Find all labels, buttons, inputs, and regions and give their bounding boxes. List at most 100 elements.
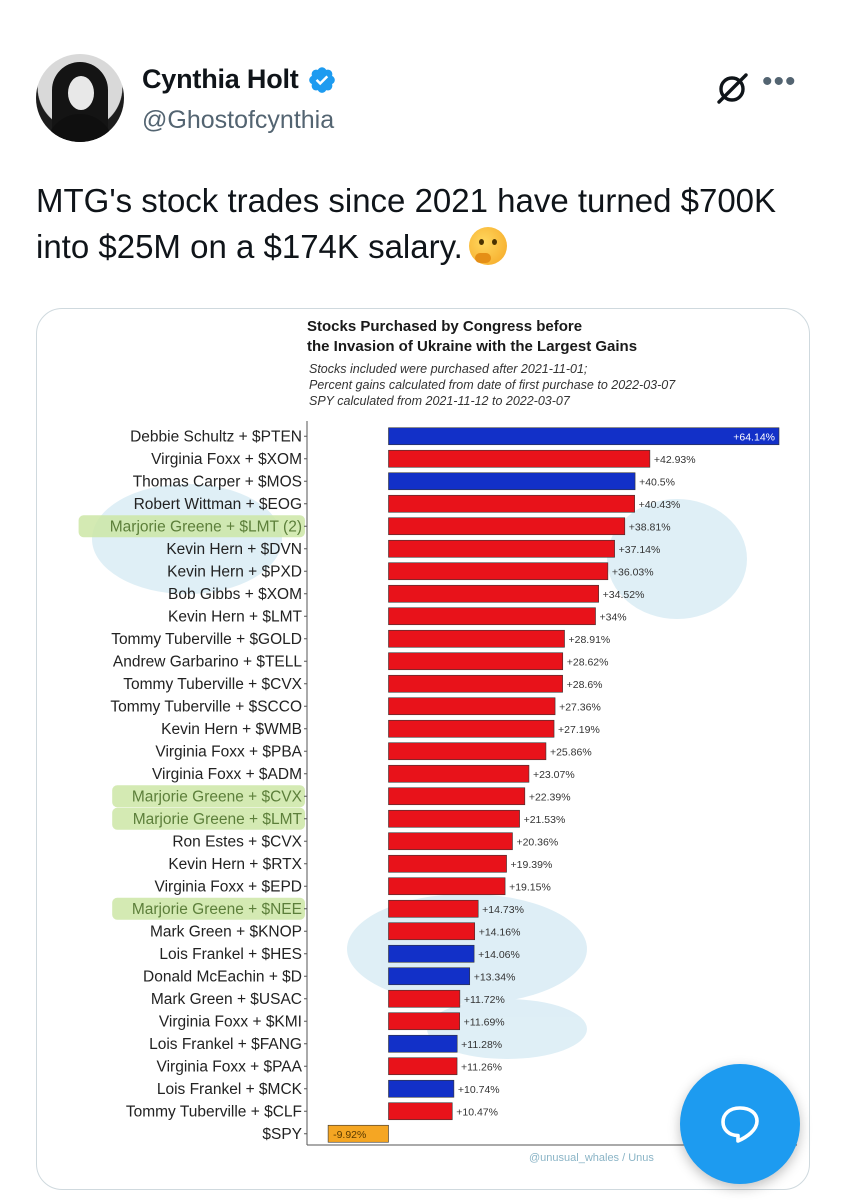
bar-value-label: +22.39% <box>529 791 571 803</box>
author-name-row[interactable]: Cynthia Holt <box>142 64 337 95</box>
bar-value-label: +21.53% <box>524 814 566 826</box>
author-handle[interactable]: @Ghostofcynthia <box>142 106 335 134</box>
bar <box>388 1057 458 1076</box>
tweet-text: MTG's stock trades since 2021 have turne… <box>36 178 816 270</box>
grok-icon[interactable] <box>712 68 752 108</box>
highlight-marker <box>112 897 305 920</box>
bar-value-label: +34% <box>600 611 627 623</box>
bar-row: Debbie Schultz + $PTEN +64.14% <box>130 427 780 445</box>
bar <box>388 854 507 873</box>
chart-credit: @unusual_whales / Unus <box>529 1152 654 1164</box>
bar-value-label: +27.36% <box>559 701 601 713</box>
bar <box>388 697 556 716</box>
bar-chart: Debbie Schultz + $PTEN +64.14% Virginia Fo… <box>78 421 797 1146</box>
tweet-header: Cynthia Holt @Ghostofcynthia ••• <box>36 54 816 154</box>
bar-row: Mark Green + $KNOP +14.16% <box>150 922 521 941</box>
bar-label: Bob Gibbs + $XOM <box>168 586 302 603</box>
bar-label: Kevin Hern + $LMT <box>168 608 302 625</box>
bar-value-label: +28.6% <box>567 679 603 691</box>
bar <box>327 1124 389 1143</box>
bar-value-label: +14.73% <box>482 904 524 916</box>
bar-row: Donald McEachin + $D +13.34% <box>143 967 516 986</box>
bar-row: Marjorie Greene + $LMT +21.53% <box>112 807 566 830</box>
bar <box>388 472 636 491</box>
bar-value-label: +11.28% <box>461 1039 502 1051</box>
chart-title: Stocks Purchased by Congress before the … <box>307 317 787 357</box>
bar-row: Virginia Foxx + $XOM +42.93% <box>151 449 696 468</box>
chart-subtitle: Stocks included were purchased after 202… <box>309 361 789 409</box>
compose-reply-button[interactable] <box>680 1064 800 1184</box>
bar-row: Thomas Carper + $MOS +40.5% <box>133 472 675 491</box>
bar-row: Tommy Tuberville + $GOLD +28.91% <box>111 629 611 648</box>
bar-value-label: +14.16% <box>479 926 521 938</box>
bar <box>388 584 599 603</box>
bar <box>388 674 563 693</box>
bar-row: Kevin Hern + $LMT +34% <box>168 607 627 625</box>
bar-row: Marjorie Greene + $LMT (2) +38.81% <box>78 515 671 538</box>
bar-label: Lois Frankel + $HES <box>159 946 302 963</box>
bar-row: Lois Frankel + $MCK +10.74% <box>157 1079 500 1098</box>
bar-label: Tommy Tuberville + $CVX <box>123 676 302 693</box>
bar-label: Thomas Carper + $MOS <box>133 473 302 490</box>
reply-bubble-icon <box>721 1106 759 1143</box>
bar-value-label: +40.5% <box>639 476 675 488</box>
bar-value-label: +10.47% <box>456 1106 498 1118</box>
bar <box>388 449 651 468</box>
bar <box>388 809 520 828</box>
bar-label: Andrew Garbarino + $TELL <box>113 653 302 670</box>
bar-row: Virginia Foxx + $ADM +23.07% <box>152 764 575 783</box>
bar <box>388 787 526 806</box>
bar <box>388 899 479 918</box>
tweet-media-chart[interactable]: Debbie Schultz + $PTEN +64.14% Virginia Fo… <box>36 308 810 1190</box>
bar-value-label: +34.52% <box>603 589 645 601</box>
bar-row: Marjorie Greene + $CVX +22.39% <box>112 785 571 808</box>
more-icon[interactable]: ••• <box>762 65 797 98</box>
bar-value-label: +38.81% <box>629 521 671 533</box>
bar-value-label: +14.06% <box>478 949 520 961</box>
bar-value-label: +11.72% <box>464 994 505 1006</box>
bar-row: Lois Frankel + $FANG +11.28% <box>149 1034 502 1053</box>
bar-row: Kevin Hern + $DVN +37.14% <box>166 539 660 558</box>
bar-row: $SPY -9.92% <box>262 1124 389 1143</box>
bar-label: Virginia Foxx + $ADM <box>152 766 302 783</box>
bar-value-label: +28.91% <box>569 634 611 646</box>
bar-label: Virginia Foxx + $PBA <box>155 743 302 760</box>
bar-value-label: +13.34% <box>474 971 516 983</box>
highlight-marker <box>78 515 305 538</box>
bar-label: Marjorie Greene + $LMT <box>133 811 303 828</box>
tweet-body: MTG's stock trades since 2021 have turne… <box>36 182 777 265</box>
bar-row: Kevin Hern + $WMB +27.19% <box>161 719 600 738</box>
bar-label: Marjorie Greene + $CVX <box>132 788 303 805</box>
bar <box>388 629 565 648</box>
avatar[interactable] <box>36 54 124 142</box>
bar-row: Andrew Garbarino + $TELL +28.62% <box>113 652 608 670</box>
bar <box>388 742 547 761</box>
bar-label: Kevin Hern + $WMB <box>161 721 302 738</box>
bar <box>388 1102 453 1121</box>
bar-row: Virginia Foxx + $PBA +25.86% <box>155 742 592 761</box>
bar <box>388 944 475 963</box>
bar <box>388 967 471 986</box>
bar-row: Ron Estes + $CVX +20.36% <box>172 832 558 850</box>
bar <box>388 989 461 1008</box>
bar-row: Tommy Tuberville + $CVX +28.6% <box>123 674 603 693</box>
bar-label: Marjorie Greene + $NEE <box>132 901 302 918</box>
bar-row: Virginia Foxx + $KMI +11.69% <box>159 1012 505 1030</box>
highlight-marker <box>112 785 305 808</box>
bar-value-label: +42.93% <box>654 454 696 466</box>
bar <box>388 922 476 941</box>
bar-value-label: +64.14% <box>733 431 775 443</box>
chart-title-line-1: Stocks Purchased by Congress before <box>307 318 583 335</box>
bar <box>388 539 615 558</box>
bar <box>388 764 530 783</box>
bar-label: Robert Wittman + $EOG <box>134 496 302 513</box>
bar-label: $SPY <box>262 1126 302 1143</box>
chart-subtitle-line-1: Stocks included were purchased after 202… <box>309 362 588 376</box>
bar-label: Kevin Hern + $RTX <box>168 856 302 873</box>
bar-label: Mark Green + $USAC <box>151 991 302 1008</box>
display-name[interactable]: Cynthia Holt <box>142 64 299 94</box>
bar-value-label: +11.69% <box>464 1016 505 1028</box>
bar-row: Robert Wittman + $EOG +40.43% <box>134 494 680 513</box>
chart-subtitle-line-2: Percent gains calculated from date of fi… <box>309 378 676 392</box>
thinking-face-emoji-icon <box>468 227 507 265</box>
